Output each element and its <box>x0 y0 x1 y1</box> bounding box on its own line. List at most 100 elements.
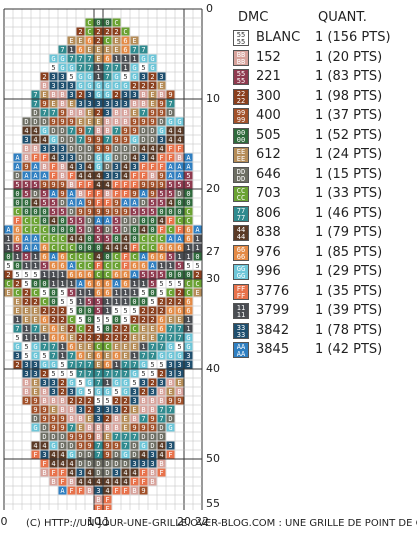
stitch-symbol: 2 <box>96 109 100 117</box>
stitch-symbol: 5 <box>78 217 82 225</box>
stitch-cell <box>175 135 184 144</box>
stitch-symbol: 5 <box>114 226 118 234</box>
stitch-cell <box>49 126 58 135</box>
stitch-symbol: G <box>123 451 127 459</box>
stitch-symbol: 2 <box>177 289 181 297</box>
stitch-cell <box>148 369 157 378</box>
stitch-symbol: 3 <box>60 82 64 90</box>
stitch-cell <box>85 396 94 405</box>
stitch-cell <box>94 288 103 297</box>
stitch-cell <box>130 189 139 198</box>
stitch-symbol: 0 <box>114 235 118 243</box>
stitch-cell <box>58 450 67 459</box>
stitch-cell <box>130 423 139 432</box>
stitch-symbol: 6 <box>60 253 64 261</box>
stitch-cell <box>49 378 58 387</box>
stitch-symbol: 7 <box>87 127 91 135</box>
row-number-label: 0 <box>206 2 213 15</box>
stitch-cell <box>130 99 139 108</box>
stitch-symbol: 9 <box>51 415 55 423</box>
stitch-symbol: 0 <box>168 208 172 216</box>
stitch-symbol: E <box>132 334 136 342</box>
stitch-cell <box>58 63 67 72</box>
stitch-symbol: C <box>33 217 37 225</box>
stitch-symbol: 6 <box>123 271 127 279</box>
stitch-cell <box>112 459 121 468</box>
stitch-symbol: 3 <box>69 388 73 396</box>
stitch-symbol: E <box>33 388 37 396</box>
stitch-cell <box>94 270 103 279</box>
stitch-cell <box>157 459 166 468</box>
stitch-cell <box>130 135 139 144</box>
stitch-cell <box>76 477 85 486</box>
stitch-symbol: 3 <box>132 397 136 405</box>
stitch-symbol: F <box>141 469 145 477</box>
stitch-symbol: 5 <box>78 379 82 387</box>
stitch-symbol: 3 <box>114 469 118 477</box>
stitch-symbol: 1 <box>60 280 64 288</box>
stitch-symbol: 4 <box>150 145 154 153</box>
stitch-cell <box>31 315 40 324</box>
stitch-symbol: 9 <box>150 424 154 432</box>
stitch-symbol: 7 <box>51 343 55 351</box>
stitch-symbol: C <box>33 226 37 234</box>
stitch-cell <box>49 423 58 432</box>
stitch-cell <box>85 288 94 297</box>
stitch-cell <box>94 45 103 54</box>
stitch-symbol: 5 <box>69 289 73 297</box>
stitch-cell <box>139 414 148 423</box>
stitch-symbol: 6 <box>96 289 100 297</box>
stitch-cell <box>112 252 121 261</box>
stitch-cell <box>85 270 94 279</box>
stitch-symbol: G <box>78 82 82 90</box>
stitch-symbol: 4 <box>123 478 127 486</box>
stitch-cell <box>40 90 49 99</box>
stitch-symbol: 2 <box>123 334 127 342</box>
stitch-symbol: 2 <box>60 316 64 324</box>
stitch-cell <box>67 45 76 54</box>
stitch-cell <box>13 279 22 288</box>
stitch-symbol: 0 <box>24 199 28 207</box>
stitch-symbol: G <box>123 388 127 396</box>
stitch-symbol: D <box>150 127 154 135</box>
stitch-symbol: 7 <box>60 46 64 54</box>
stitch-symbol: E <box>177 316 181 324</box>
stitch-cell <box>148 162 157 171</box>
stitch-symbol: 3 <box>168 442 172 450</box>
stitch-cell <box>121 297 130 306</box>
stitch-cell <box>31 135 40 144</box>
stitch-symbol: B <box>78 415 82 423</box>
stitch-symbol: 0 <box>69 226 73 234</box>
stitch-symbol: C <box>186 217 190 225</box>
stitch-symbol: 6 <box>60 334 64 342</box>
stitch-cell <box>22 117 31 126</box>
stitch-cell <box>184 207 193 216</box>
stitch-symbol: A <box>132 199 137 207</box>
stitch-cell <box>166 387 175 396</box>
stitch-cell <box>94 450 103 459</box>
stitch-symbol: 5 <box>42 352 46 360</box>
stitch-cell <box>76 99 85 108</box>
stitch-symbol: 2 <box>195 271 199 279</box>
stitch-symbol: D <box>60 136 64 144</box>
stitch-cell <box>58 387 67 396</box>
stitch-symbol: 9 <box>78 127 82 135</box>
stitch-cell <box>94 414 103 423</box>
stitch-symbol: D <box>123 154 127 162</box>
stitch-symbol: D <box>42 118 46 126</box>
stitch-symbol: F <box>132 181 136 189</box>
stitch-symbol: G <box>123 379 127 387</box>
legend-row: BB BB 152 1 (20 PTS) <box>230 48 417 68</box>
stitch-cell <box>148 270 157 279</box>
stitch-cell <box>157 144 166 153</box>
stitch-symbol: 1 <box>60 352 64 360</box>
stitch-cell <box>103 315 112 324</box>
stitch-symbol: B <box>60 397 64 405</box>
stitch-cell <box>67 432 76 441</box>
stitch-symbol: B <box>159 397 163 405</box>
stitch-symbol: 0 <box>24 208 28 216</box>
stitch-cell <box>49 288 58 297</box>
stitch-symbol: 7 <box>123 442 127 450</box>
stitch-symbol: E <box>123 424 127 432</box>
stitch-cell <box>121 135 130 144</box>
